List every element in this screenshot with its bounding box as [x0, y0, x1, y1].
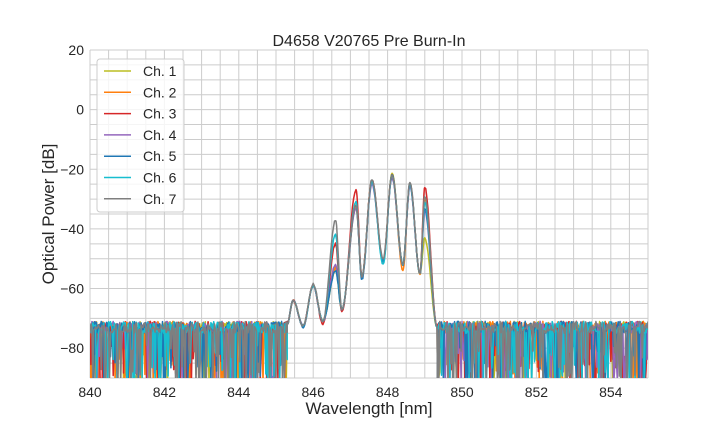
- chart-title: D4658 V20765 Pre Burn-In: [272, 33, 465, 50]
- series-lines: [90, 172, 648, 378]
- x-tick-label: 854: [599, 384, 623, 400]
- y-tick-label: 0: [76, 102, 84, 118]
- legend-label-ch5: Ch. 5: [143, 148, 177, 164]
- legend: Ch. 1 Ch. 2 Ch. 3 Ch. 4 Ch. 5 Ch. 6 Ch. 7: [96, 58, 185, 213]
- legend-label-ch4: Ch. 4: [143, 127, 177, 143]
- y-tick-label: −40: [60, 221, 84, 237]
- y-tick-label: −60: [60, 281, 84, 297]
- y-tick-label: −80: [60, 340, 84, 356]
- legend-label-ch3: Ch. 3: [143, 106, 177, 122]
- x-tick-label: 852: [525, 384, 549, 400]
- legend-label-ch7: Ch. 7: [143, 191, 177, 207]
- x-axis-label: Wavelength [nm]: [306, 399, 433, 418]
- legend-label-ch6: Ch. 6: [143, 170, 177, 186]
- y-axis-label: Optical Power [dB]: [39, 144, 58, 285]
- tick-labels: 840 842 844 846 848 850 852 854 −80 −60 −40 −20 0 20: [60, 42, 622, 400]
- legend-label-ch1: Ch. 1: [143, 63, 177, 79]
- x-tick-label: 840: [78, 384, 102, 400]
- x-tick-label: 844: [227, 384, 251, 400]
- x-tick-label: 850: [450, 384, 474, 400]
- y-tick-label: −20: [60, 161, 84, 177]
- legend-box: [96, 58, 185, 213]
- x-tick-label: 846: [302, 384, 326, 400]
- series-line-ch7: [90, 174, 648, 378]
- x-tick-label: 842: [153, 384, 177, 400]
- legend-label-ch2: Ch. 2: [143, 84, 177, 100]
- y-tick-label: 20: [68, 42, 84, 58]
- x-tick-label: 848: [376, 384, 400, 400]
